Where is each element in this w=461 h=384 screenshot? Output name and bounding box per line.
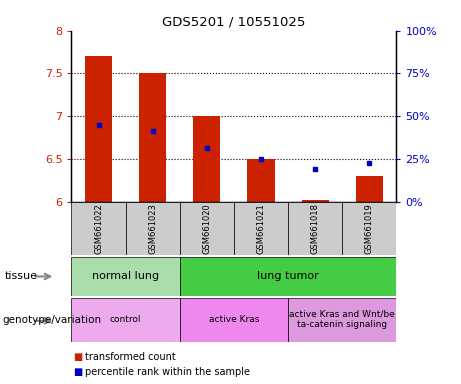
Text: GSM661021: GSM661021 [256,204,266,254]
Text: GSM661019: GSM661019 [365,204,374,254]
Text: GSM661022: GSM661022 [94,204,103,254]
Text: transformed count: transformed count [85,352,176,362]
Text: ■: ■ [73,367,82,377]
Bar [180,257,396,296]
Text: lung tumor: lung tumor [257,271,319,281]
Bar [180,202,234,255]
Bar [193,116,220,202]
Text: genotype/variation: genotype/variation [2,314,101,325]
Bar [248,159,275,202]
Bar [139,73,166,202]
Bar [356,176,383,202]
Text: percentile rank within the sample: percentile rank within the sample [85,367,250,377]
Text: GSM661023: GSM661023 [148,204,157,254]
Bar [85,56,112,202]
Bar [71,298,180,342]
Text: GSM661018: GSM661018 [311,204,320,254]
Text: ■: ■ [73,352,82,362]
Bar [71,202,125,255]
Bar [234,202,288,255]
Bar [342,202,396,255]
Bar [301,200,329,202]
Bar [288,202,342,255]
Text: control: control [110,315,142,324]
Text: GSM661020: GSM661020 [202,204,212,254]
Text: active Kras and Wnt/be
ta-catenin signaling: active Kras and Wnt/be ta-catenin signal… [290,310,395,329]
Text: tissue: tissue [5,271,38,281]
Bar [288,298,396,342]
Bar [180,298,288,342]
Bar [71,257,180,296]
Text: active Kras: active Kras [209,315,259,324]
Title: GDS5201 / 10551025: GDS5201 / 10551025 [162,15,306,28]
Bar [125,202,180,255]
Text: normal lung: normal lung [92,271,159,281]
